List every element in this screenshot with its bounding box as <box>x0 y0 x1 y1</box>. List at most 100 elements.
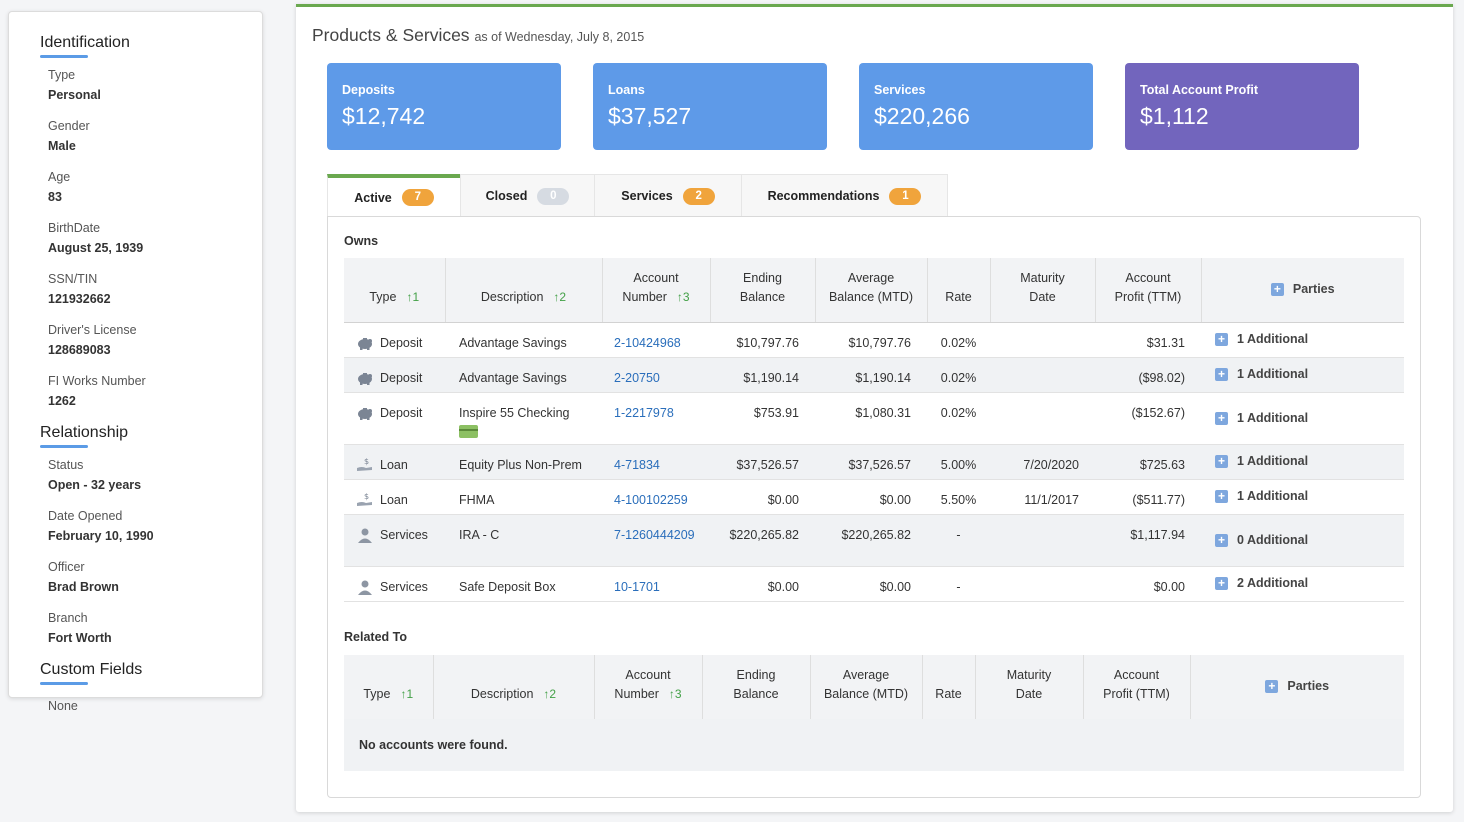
col-maturity-date[interactable]: Maturity Date <box>990 258 1096 323</box>
row-average-balance: $0.00 <box>815 479 927 515</box>
expand-parties-icon[interactable]: + <box>1215 333 1228 347</box>
col-parties[interactable]: + Parties <box>1201 258 1404 323</box>
field-age: Age 83 <box>48 170 262 205</box>
field-officer: Officer Brad Brown <box>48 560 262 595</box>
tab-services[interactable]: Services 2 <box>594 174 742 217</box>
row-account-profit: $0.00 <box>1095 566 1201 602</box>
row-ending-balance: $10,797.76 <box>710 322 815 358</box>
col-parties[interactable]: + Parties <box>1190 655 1404 720</box>
row-account-number[interactable]: 2-20750 <box>602 357 710 393</box>
tab-closed[interactable]: Closed 0 <box>460 174 595 217</box>
expand-parties-icon[interactable]: + <box>1215 533 1228 547</box>
expand-parties-icon[interactable]: + <box>1215 368 1228 382</box>
col-description[interactable]: Description ↑2 <box>433 655 595 720</box>
col-type[interactable]: Type ↑1 <box>344 655 434 720</box>
field-fi-works-number: FI Works Number 1262 <box>48 374 262 409</box>
row-parties[interactable]: +2 Additional <box>1201 566 1404 602</box>
account-link[interactable]: 2-20750 <box>614 370 660 385</box>
field-value: 1262 <box>48 394 76 408</box>
tab-recommendations-count: 1 <box>889 187 922 205</box>
expand-parties-icon[interactable]: + <box>1215 490 1228 504</box>
services-card[interactable]: Services $220,266 <box>859 63 1093 150</box>
expand-parties-icon[interactable]: + <box>1215 411 1228 425</box>
row-account-number[interactable]: 4-71834 <box>602 444 710 480</box>
expand-all-parties-icon[interactable]: + <box>1270 283 1284 297</box>
as-of-date: as of Wednesday, July 8, 2015 <box>474 30 645 44</box>
row-parties[interactable]: +1 Additional <box>1201 357 1404 393</box>
row-parties[interactable]: +1 Additional <box>1201 479 1404 515</box>
col-rate[interactable]: Rate <box>927 258 991 323</box>
field-label: Date Opened <box>48 509 123 523</box>
col-ending-balance[interactable]: Ending Balance <box>710 258 816 323</box>
field-value: 83 <box>48 190 62 204</box>
row-parties[interactable]: +0 Additional <box>1201 514 1404 567</box>
table-row: Deposit Advantage Savings 2-20750 $1,190.14… <box>344 357 1404 393</box>
row-parties[interactable]: +1 Additional <box>1201 392 1404 445</box>
row-account-number[interactable]: 1-2217978 <box>602 392 710 445</box>
field-label: Gender <box>48 119 90 133</box>
row-description: Advantage Savings <box>445 322 602 358</box>
tab-active[interactable]: Active 7 <box>327 174 461 217</box>
row-account-profit: $1,117.94 <box>1095 514 1201 567</box>
row-rate: - <box>927 566 990 602</box>
row-ending-balance: $0.00 <box>710 566 815 602</box>
row-rate: - <box>927 514 990 567</box>
col-maturity-date[interactable]: Maturity Date <box>975 655 1084 720</box>
account-link[interactable]: 7-1260444209 <box>614 527 695 542</box>
col-account-number[interactable]: Account Number ↑3 <box>594 655 703 720</box>
related-to-label: Related To <box>344 630 407 644</box>
col-account-profit[interactable]: Account Profit (TTM) <box>1083 655 1191 720</box>
field-value: Open - 32 years <box>48 478 142 492</box>
tab-recommendations[interactable]: Recommendations 1 <box>741 174 948 217</box>
total-profit-card[interactable]: Total Account Profit $1,112 <box>1125 63 1359 150</box>
row-type: $ Loan <box>344 444 445 480</box>
col-average-balance[interactable]: Average Balance (MTD) <box>810 655 923 720</box>
row-account-number[interactable]: 10-1701 <box>602 566 710 602</box>
account-link[interactable]: 4-100102259 <box>614 492 688 507</box>
person-icon <box>356 579 374 596</box>
sort-arrow-icon: ↑1 <box>400 686 414 701</box>
row-parties[interactable]: +1 Additional <box>1201 444 1404 480</box>
row-description: FHMA <box>445 479 602 515</box>
row-ending-balance: $0.00 <box>710 479 815 515</box>
products-services-panel: Products & Services as of Wednesday, Jul… <box>296 4 1453 812</box>
deposits-card[interactable]: Deposits $12,742 <box>327 63 561 150</box>
row-ending-balance: $753.91 <box>710 392 815 445</box>
row-type: $ Loan <box>344 479 445 515</box>
col-type[interactable]: Type ↑1 <box>344 258 446 323</box>
row-parties[interactable]: +1 Additional <box>1201 322 1404 358</box>
expand-parties-icon[interactable]: + <box>1215 455 1228 469</box>
account-link[interactable]: 2-10424968 <box>614 335 681 350</box>
table-row: Services Safe Deposit Box 10-1701 $0.00 $0.0… <box>344 566 1404 602</box>
related-table: Type ↑1 Description ↑2 Account Number ↑3 End… <box>344 655 1404 720</box>
expand-all-parties-icon[interactable]: + <box>1265 680 1279 694</box>
col-ending-balance[interactable]: Ending Balance <box>702 655 811 720</box>
row-description: IRA - C <box>445 514 602 567</box>
field-value: August 25, 1939 <box>48 241 144 255</box>
table-row: $ Loan Equity Plus Non-Prem 4-71834 $37,526.… <box>344 444 1404 480</box>
row-account-number[interactable]: 4-100102259 <box>602 479 710 515</box>
loan-hand-icon: $ <box>356 492 374 508</box>
row-ending-balance: $37,526.57 <box>710 444 815 480</box>
row-description: Advantage Savings <box>445 357 602 393</box>
tab-content: Owns Type ↑1 Description ↑2 Account Number ↑… <box>327 216 1421 798</box>
col-account-number[interactable]: Account Number ↑3 <box>602 258 711 323</box>
relationship-title: Relationship <box>40 424 128 448</box>
tab-active-count: 7 <box>401 189 434 206</box>
account-link[interactable]: 10-1701 <box>614 579 660 594</box>
loans-card[interactable]: Loans $37,527 <box>593 63 827 150</box>
account-link[interactable]: 1-2217978 <box>614 405 674 420</box>
row-average-balance: $10,797.76 <box>815 322 927 358</box>
row-description: Equity Plus Non-Prem <box>445 444 602 480</box>
expand-parties-icon[interactable]: + <box>1215 577 1228 591</box>
col-description[interactable]: Description ↑2 <box>445 258 603 323</box>
row-maturity-date: 11/1/2017 <box>990 479 1095 515</box>
sort-arrow-icon: ↑2 <box>553 289 567 304</box>
account-link[interactable]: 4-71834 <box>614 457 660 472</box>
row-account-number[interactable]: 7-1260444209 <box>602 514 710 567</box>
col-rate[interactable]: Rate <box>922 655 976 720</box>
row-account-number[interactable]: 2-10424968 <box>602 322 710 358</box>
col-average-balance[interactable]: Average Balance (MTD) <box>815 258 928 323</box>
debit-card-icon <box>459 424 478 438</box>
col-account-profit[interactable]: Account Profit (TTM) <box>1095 258 1202 323</box>
